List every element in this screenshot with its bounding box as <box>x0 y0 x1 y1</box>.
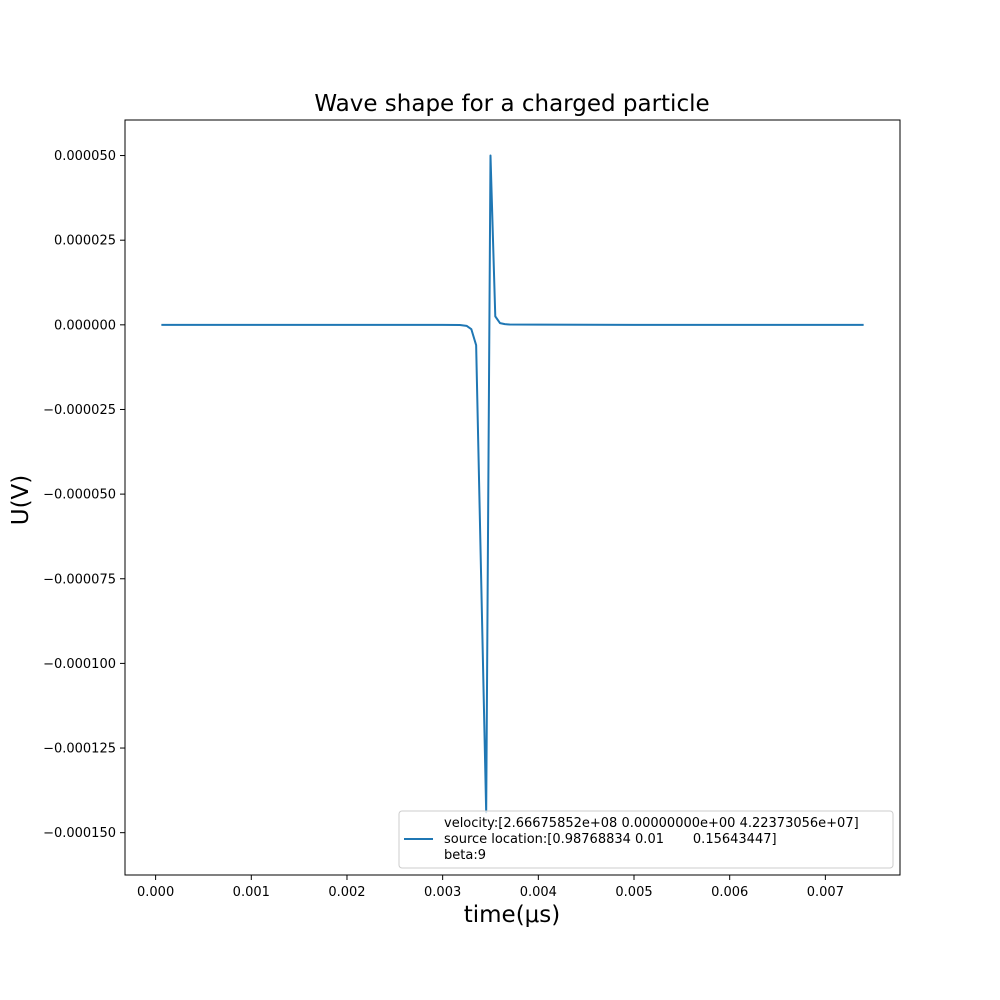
y-tick-label: −0.000075 <box>43 572 116 587</box>
legend: velocity:[2.66675852e+08 0.00000000e+00 … <box>398 810 894 869</box>
x-tick-label: 0.004 <box>520 885 557 900</box>
legend-box <box>398 810 894 869</box>
x-tick-label: 0.001 <box>233 885 270 900</box>
x-axis-label: time(μs) <box>464 902 561 928</box>
y-tick-label: 0.000025 <box>54 234 116 249</box>
y-tick-label: −0.000125 <box>43 742 116 757</box>
y-tick-label: −0.000025 <box>43 403 116 418</box>
chart-title: Wave shape for a charged particle <box>314 91 709 117</box>
x-tick-label: 0.006 <box>711 885 748 900</box>
x-tick-label: 0.000 <box>137 885 174 900</box>
y-tick-label: −0.000150 <box>43 826 116 841</box>
y-axis-label: U(V) <box>8 475 34 526</box>
y-axis: 0.000050 0.000025 0.000000 −0.000025 −0.0000… <box>43 149 125 841</box>
x-tick-label: 0.002 <box>328 885 365 900</box>
legend-source-location: source location:[0.98768834 0.01 0.15643… <box>444 832 777 847</box>
x-tick-label: 0.003 <box>424 885 461 900</box>
x-tick-label: 0.005 <box>615 885 652 900</box>
y-tick-label: −0.000100 <box>43 657 116 672</box>
plot-area <box>161 154 864 814</box>
x-axis: 0.000 0.001 0.002 0.003 0.004 0.005 0.006 0.007 <box>137 875 844 900</box>
y-tick-label: 0.000000 <box>54 318 116 333</box>
y-tick-label: −0.000050 <box>43 488 116 503</box>
y-tick-label: 0.000050 <box>54 149 116 164</box>
legend-beta: beta:9 <box>444 848 486 863</box>
x-tick-label: 0.007 <box>807 885 844 900</box>
series-line-0 <box>161 154 864 814</box>
legend-velocity: velocity:[2.66675852e+08 0.00000000e+00 … <box>444 816 859 831</box>
plot-frame <box>124 119 901 876</box>
